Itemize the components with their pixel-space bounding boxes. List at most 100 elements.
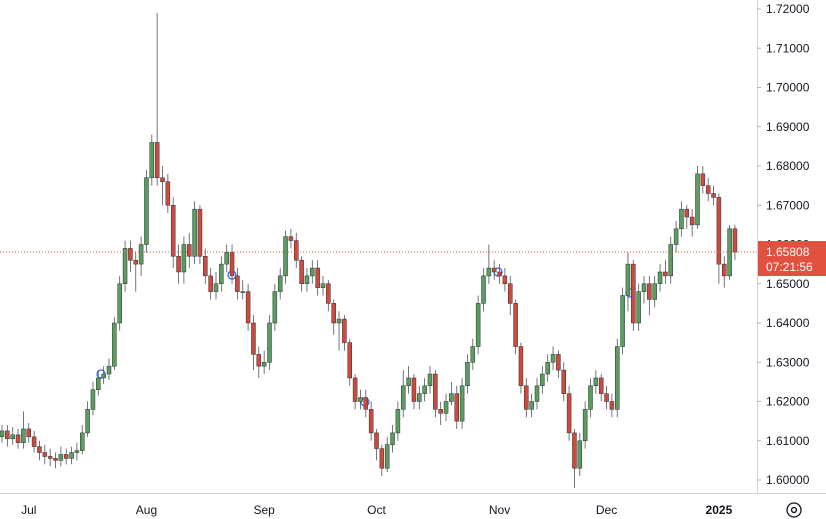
candle-body xyxy=(261,362,267,367)
candle-body xyxy=(219,263,224,284)
candle-body xyxy=(229,252,235,277)
y-tick-label: 1.67000 xyxy=(766,198,810,212)
candle-body xyxy=(615,346,620,410)
candle-body xyxy=(411,377,417,402)
candle-body xyxy=(96,377,101,390)
candle-body xyxy=(133,259,138,265)
y-tick-label: 1.63000 xyxy=(766,355,810,369)
candle-body xyxy=(144,177,149,245)
candle-body xyxy=(304,275,310,284)
candle-body xyxy=(331,303,336,324)
candle-body xyxy=(203,256,208,277)
candle-body xyxy=(705,185,711,194)
x-tick-label: Aug xyxy=(136,503,157,517)
candle-body xyxy=(299,259,304,285)
candle-body xyxy=(647,283,652,300)
candle-body xyxy=(379,448,385,469)
candle-body xyxy=(272,291,278,324)
candle-body xyxy=(149,142,155,179)
candle-body xyxy=(5,430,10,440)
candle-body xyxy=(395,409,401,434)
candle-body xyxy=(256,354,262,367)
candle-body xyxy=(481,275,486,304)
candle-body xyxy=(711,193,716,198)
candle-body xyxy=(0,430,5,438)
candle-body xyxy=(609,401,615,410)
countdown-label: 07:21:56 xyxy=(766,260,813,274)
candle-body xyxy=(486,267,492,277)
last-price-label: 1.65808 xyxy=(766,245,810,259)
candle-body xyxy=(251,322,256,355)
y-tick-label: 1.68000 xyxy=(766,159,810,173)
y-tick-label: 1.60000 xyxy=(766,473,810,487)
candle-body xyxy=(176,256,181,273)
candle-body xyxy=(598,377,604,394)
x-tick-label: Oct xyxy=(367,503,386,517)
candle-body xyxy=(588,385,593,410)
candle-body xyxy=(42,452,48,457)
candle-body xyxy=(540,373,545,387)
candle-body xyxy=(336,318,342,324)
candle-body xyxy=(374,432,379,449)
x-tick-label: Jul xyxy=(21,503,36,517)
settings-hub xyxy=(790,506,798,514)
candle-body xyxy=(657,271,663,285)
candle-body xyxy=(267,322,272,363)
candle-body xyxy=(684,208,690,218)
candle-body xyxy=(406,377,411,387)
candle-body xyxy=(529,401,534,410)
candle-body xyxy=(74,450,80,453)
candle-body xyxy=(197,208,203,257)
settings-button[interactable] xyxy=(786,502,802,518)
y-tick-label: 1.70000 xyxy=(766,81,810,95)
candle-body xyxy=(128,248,133,261)
candle-body xyxy=(26,428,31,438)
candle-body xyxy=(427,373,433,387)
candle-body xyxy=(165,181,171,206)
event-markers xyxy=(96,267,635,407)
candle-body xyxy=(401,385,406,410)
candle-body xyxy=(90,389,96,410)
candle-body xyxy=(240,291,245,293)
candle-body xyxy=(716,197,722,265)
candle-body xyxy=(21,428,26,443)
candle-body xyxy=(85,409,90,434)
candle-body xyxy=(433,373,438,410)
candle-body xyxy=(668,244,673,277)
candle-body xyxy=(673,228,679,245)
candle-body xyxy=(37,446,42,453)
x-tick-label: Dec xyxy=(596,503,617,517)
candle-body xyxy=(513,303,518,347)
candle-body xyxy=(518,346,524,387)
candle-body xyxy=(722,263,727,277)
candle-body xyxy=(358,397,363,402)
candle-body xyxy=(208,275,213,292)
candle-body xyxy=(181,244,187,273)
candle-body xyxy=(10,434,15,440)
candle-body xyxy=(582,409,588,442)
candle-body xyxy=(310,267,315,277)
candle-body xyxy=(170,205,176,257)
candle-body xyxy=(326,283,331,304)
candle-body xyxy=(663,271,668,277)
candle-body xyxy=(593,377,599,387)
candle-body xyxy=(732,228,738,253)
candle-body xyxy=(422,385,427,394)
candle-body xyxy=(138,244,144,265)
candle-body xyxy=(390,432,395,445)
candle-body xyxy=(160,177,165,182)
y-tick-label: 1.69000 xyxy=(766,120,810,134)
candle-body xyxy=(320,283,326,288)
candle-body xyxy=(154,142,160,179)
candle-body xyxy=(315,267,320,288)
candle-body xyxy=(47,456,53,459)
candle-body xyxy=(491,267,497,273)
candle-body xyxy=(352,377,358,402)
candle-body xyxy=(106,365,112,375)
candle-body xyxy=(561,369,566,394)
candle-body xyxy=(53,458,58,461)
y-tick-label: 1.61000 xyxy=(766,434,810,448)
candle-body xyxy=(475,303,481,347)
candle-body xyxy=(363,397,369,410)
candle-body xyxy=(384,444,390,469)
